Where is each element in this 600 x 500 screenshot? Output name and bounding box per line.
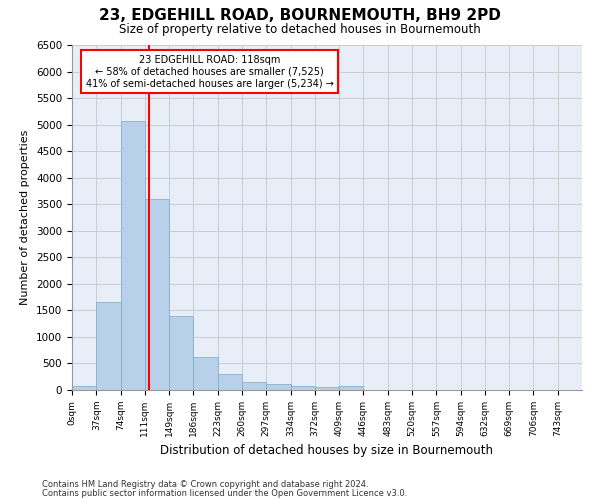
Bar xyxy=(242,382,266,390)
Bar xyxy=(96,302,121,390)
Y-axis label: Number of detached properties: Number of detached properties xyxy=(20,130,31,305)
Text: 23 EDGEHILL ROAD: 118sqm
← 58% of detached houses are smaller (7,525)
41% of sem: 23 EDGEHILL ROAD: 118sqm ← 58% of detach… xyxy=(86,56,334,88)
Bar xyxy=(339,386,364,390)
Bar xyxy=(266,384,290,390)
Bar xyxy=(169,316,193,390)
Text: 23, EDGEHILL ROAD, BOURNEMOUTH, BH9 2PD: 23, EDGEHILL ROAD, BOURNEMOUTH, BH9 2PD xyxy=(99,8,501,22)
Bar xyxy=(193,357,218,390)
Bar xyxy=(121,120,145,390)
X-axis label: Distribution of detached houses by size in Bournemouth: Distribution of detached houses by size … xyxy=(161,444,493,458)
Bar xyxy=(72,386,96,390)
Bar xyxy=(218,374,242,390)
Text: Contains public sector information licensed under the Open Government Licence v3: Contains public sector information licen… xyxy=(42,488,407,498)
Text: Size of property relative to detached houses in Bournemouth: Size of property relative to detached ho… xyxy=(119,22,481,36)
Bar xyxy=(315,387,339,390)
Bar xyxy=(145,199,169,390)
Text: Contains HM Land Registry data © Crown copyright and database right 2024.: Contains HM Land Registry data © Crown c… xyxy=(42,480,368,489)
Bar xyxy=(290,386,315,390)
